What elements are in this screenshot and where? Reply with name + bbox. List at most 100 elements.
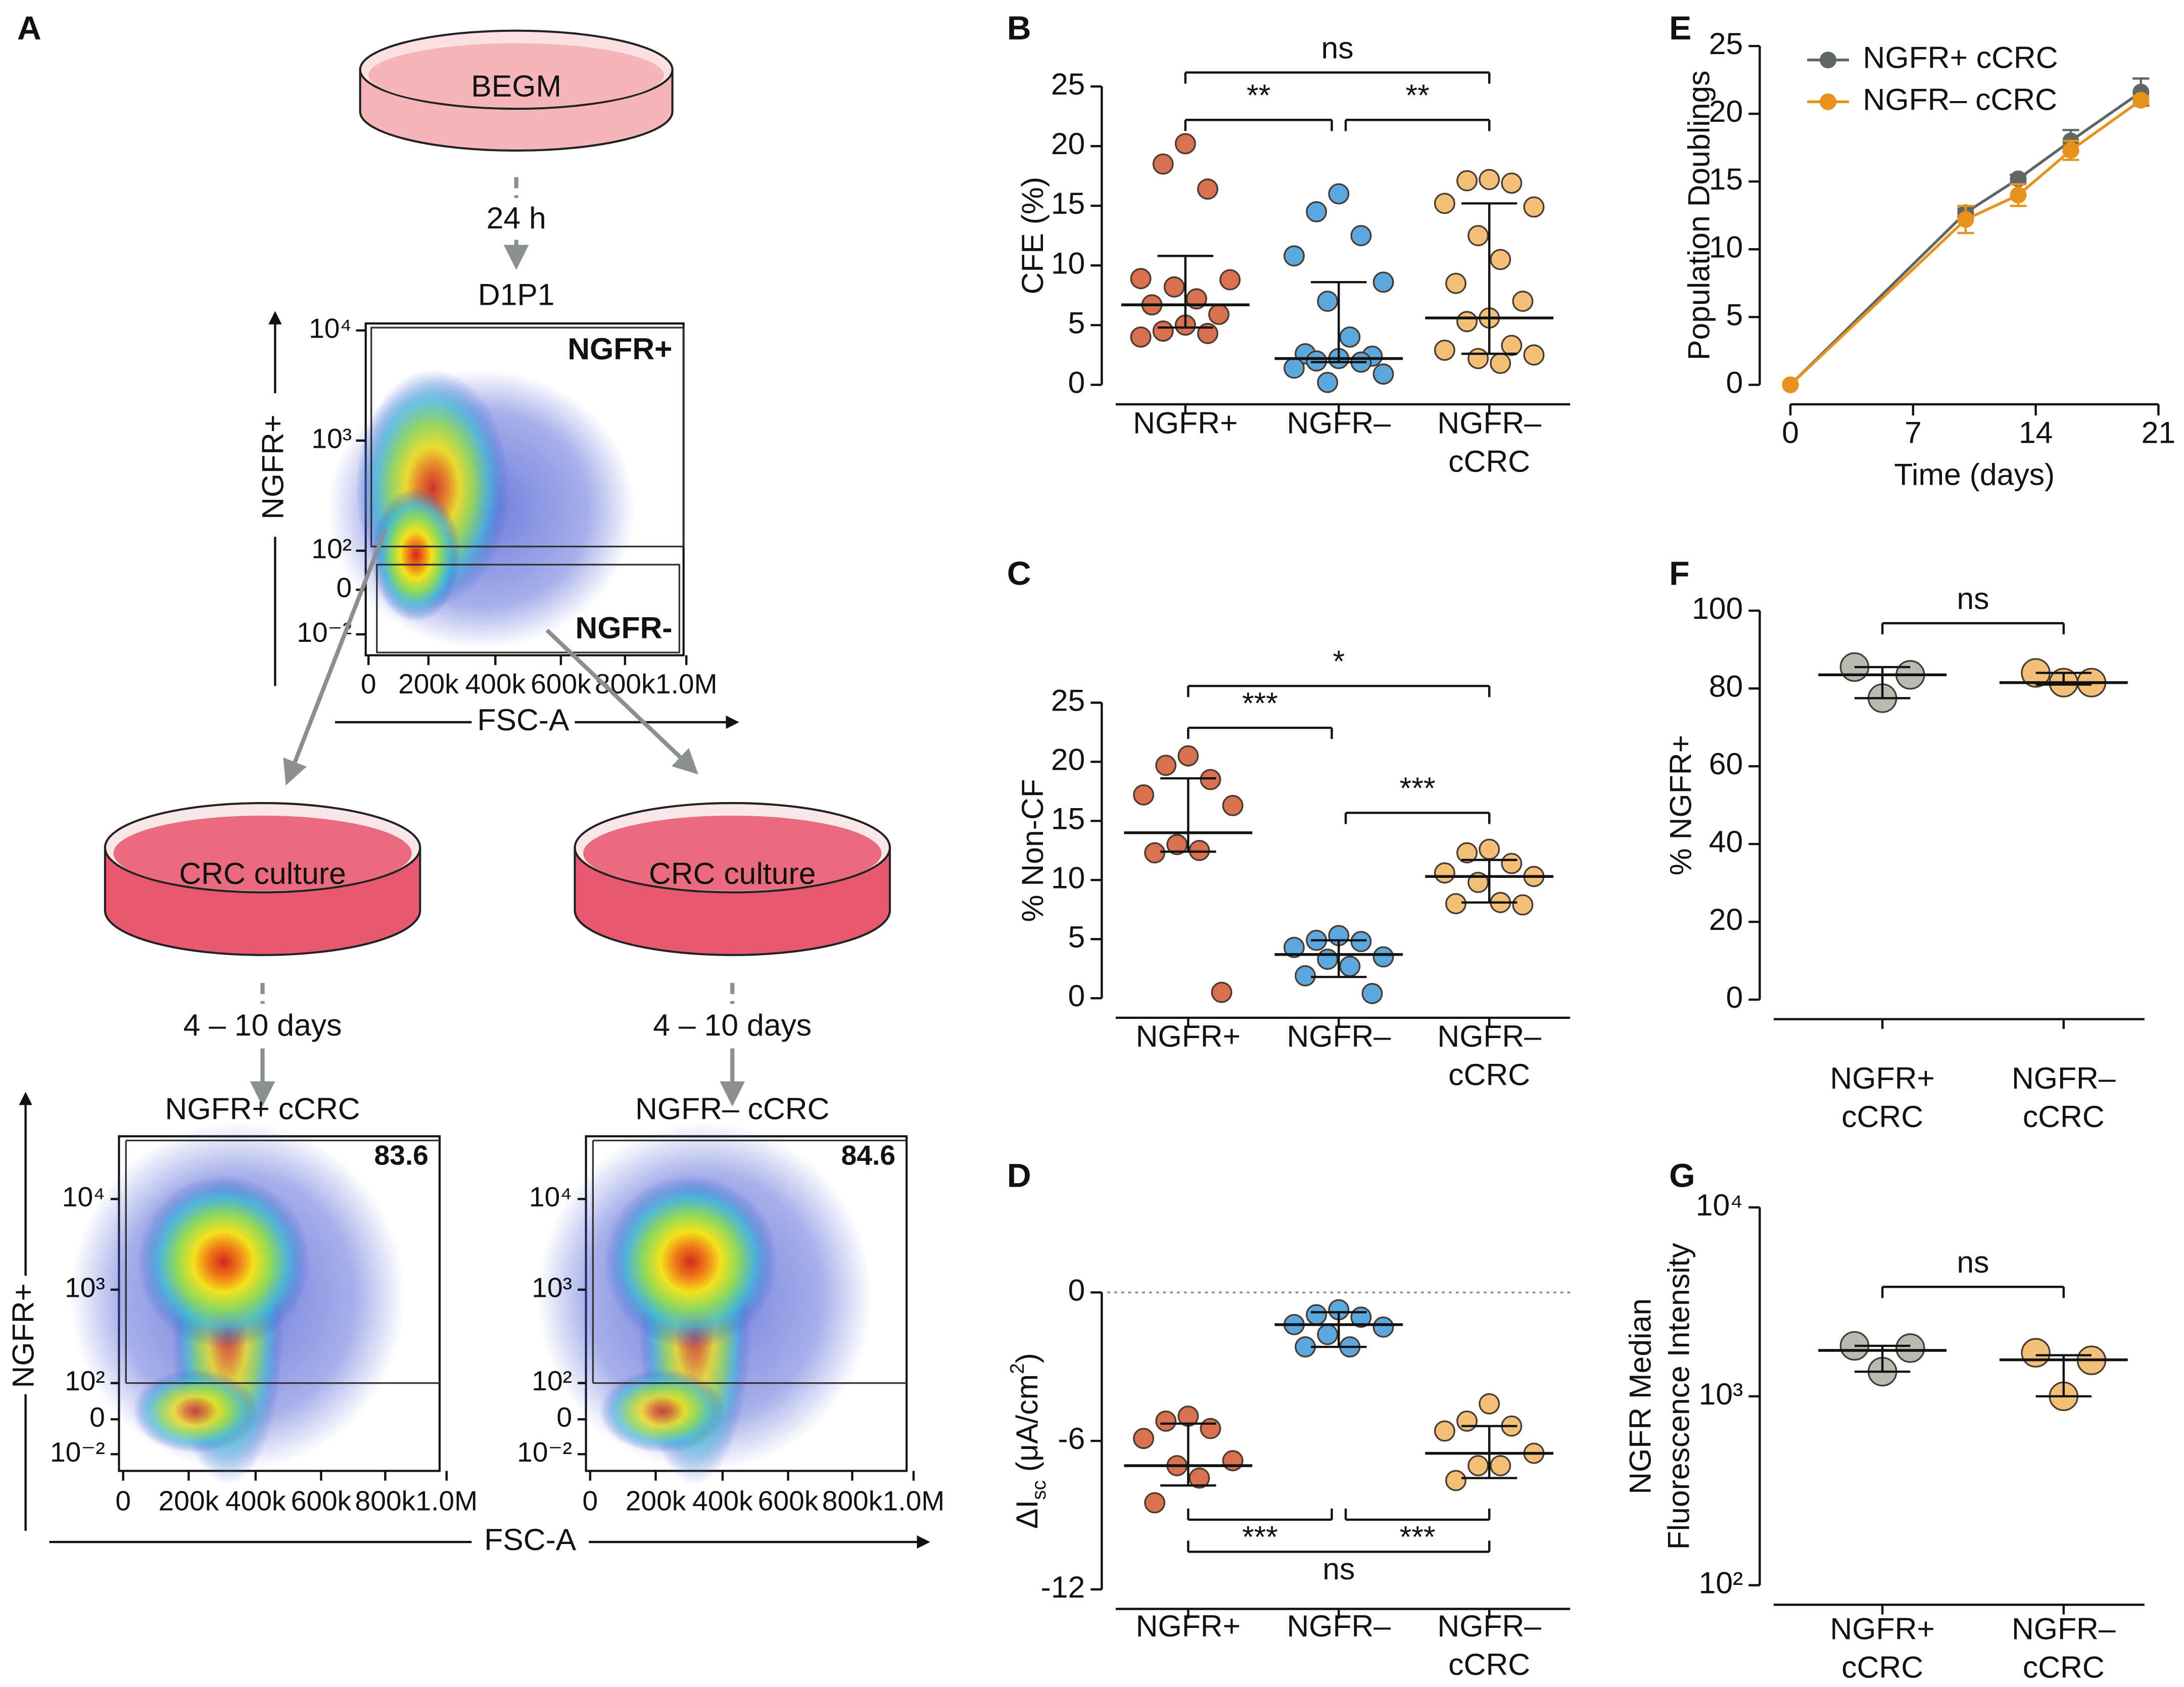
data-point [1166, 834, 1188, 856]
x-tick-label: NGFR– [1287, 1609, 1391, 1643]
panel-letter: A [17, 10, 41, 47]
flow-y-tick-label: 0 [89, 1401, 105, 1433]
y-axis-title-part: ) [1010, 1353, 1044, 1363]
significance-label: *** [1242, 686, 1278, 720]
data-point [1372, 1316, 1394, 1338]
data-point [1445, 893, 1466, 915]
data-point [1200, 769, 1221, 790]
y-tick-label: -12 [1040, 1570, 1085, 1604]
data-point [1523, 344, 1545, 366]
panel-letter: E [1669, 10, 1691, 47]
x-tick-label: 21 [2142, 415, 2176, 450]
y-tick-label: 0 [1068, 1273, 1085, 1307]
x-tick-label: NGFR+ [1133, 405, 1238, 440]
data-point [1445, 1470, 1466, 1491]
data-point [1208, 304, 1230, 325]
text-line: cCRC [1448, 444, 1530, 478]
axis-title: NGFR+ [6, 1283, 40, 1388]
flow-y-tick-label: 10⁻² [517, 1436, 572, 1468]
x-tick-label: NGFR+ cCRC [1830, 1061, 1934, 1134]
x-tick-label: 7 [1905, 415, 1922, 450]
legend-marker [1820, 93, 1837, 110]
flow-x-tick-label: 200k [626, 1485, 686, 1516]
data-point [1284, 357, 1305, 379]
data-point [1350, 930, 1372, 952]
y-tick-label: 80 [1709, 669, 1743, 703]
x-tick-label: NGFR+ [1136, 1609, 1241, 1643]
flow-y-tick-label: 10² [532, 1365, 572, 1396]
crc-dish-label: CRC culture [179, 856, 346, 891]
data-point [1456, 1410, 1478, 1432]
y-tick-label: 25 [1709, 26, 1743, 61]
flow-x-tick-label: 200k [159, 1485, 219, 1516]
y-axis-title-part: sc [1028, 1480, 1050, 1500]
density-cloud [600, 1369, 726, 1453]
data-point [1339, 326, 1361, 348]
data-point [1306, 350, 1327, 372]
data-point [2021, 1338, 2051, 1368]
split-arrow [545, 628, 698, 775]
data-point [1144, 1492, 1166, 1514]
flow-x-tick-label: 1.0M [655, 668, 718, 699]
x-tick-label: NGFR+ cCRC [1830, 1612, 1934, 1684]
data-point [1501, 172, 1523, 194]
flow-y-tick-label: 0 [556, 1401, 572, 1433]
text-line: NGFR– [1437, 405, 1541, 440]
data-point [1361, 982, 1383, 1004]
data-point [1490, 249, 1511, 270]
gate-negative [376, 564, 681, 653]
flow-y-tick-label: 10³ [311, 423, 352, 454]
flow-y-tick-label: 10⁻² [50, 1436, 105, 1468]
data-point [1782, 376, 1799, 393]
data-point [1512, 291, 1534, 312]
significance-label: * [1333, 644, 1345, 678]
density-cloud [133, 1369, 259, 1453]
y-tick-label: 20 [1709, 902, 1743, 936]
y-tick-label: 0 [1068, 978, 1085, 1013]
y-axis-title: % Non-CF [1015, 779, 1050, 922]
data-point [1306, 201, 1327, 222]
flow-y-tick-label: 10⁴ [62, 1181, 105, 1212]
legend-marker [1820, 52, 1837, 69]
x-tick-label: NGFR– cCRC [1437, 1019, 1541, 1092]
legend-label: NGFR+ cCRC [1863, 40, 2058, 75]
flow-x-tick-label: 600k [531, 668, 591, 699]
legend-label: NGFR– cCRC [1863, 82, 2057, 116]
data-point [1177, 745, 1199, 767]
text-line: cCRC [1448, 1057, 1530, 1092]
data-point [1317, 291, 1339, 312]
data-point [2062, 142, 2079, 159]
significance-label: ns [1321, 30, 1353, 65]
data-point [1490, 1455, 1511, 1477]
y-tick-label: -6 [1058, 1421, 1085, 1456]
y-tick-label: 20 [1051, 742, 1085, 776]
data-point [1284, 936, 1305, 958]
x-tick-label: NGFR– cCRC [2012, 1061, 2116, 1134]
panel-letter: F [1669, 555, 1689, 592]
significance-label: ns [1322, 1552, 1355, 1586]
data-point [1479, 1393, 1500, 1415]
text-line: cCRC [2023, 1650, 2105, 1684]
data-point [1211, 981, 1232, 1003]
y-axis-title: NGFR Median Fluorescence Intensity [1623, 1243, 1696, 1550]
data-point [1895, 1333, 1925, 1363]
data-point [1372, 363, 1394, 385]
data-point [1155, 755, 1177, 776]
data-point [1163, 276, 1185, 298]
y-tick-label: 25 [1051, 683, 1085, 717]
data-point [1189, 839, 1210, 861]
data-point [1189, 1467, 1210, 1489]
data-point [1372, 946, 1394, 968]
data-point [2132, 91, 2150, 109]
data-point [1317, 949, 1339, 970]
y-tick-label: 60 [1709, 746, 1743, 781]
data-point [1197, 178, 1218, 200]
data-point [1284, 245, 1305, 267]
data-point [1152, 320, 1174, 342]
flow-y-tick-label: 10⁴ [309, 312, 352, 344]
x-tick-label: NGFR– [1287, 405, 1391, 440]
begm-dish-label: BEGM [471, 69, 561, 103]
data-point [1200, 1418, 1221, 1439]
flow-x-tick-label: 1.0M [883, 1485, 945, 1516]
